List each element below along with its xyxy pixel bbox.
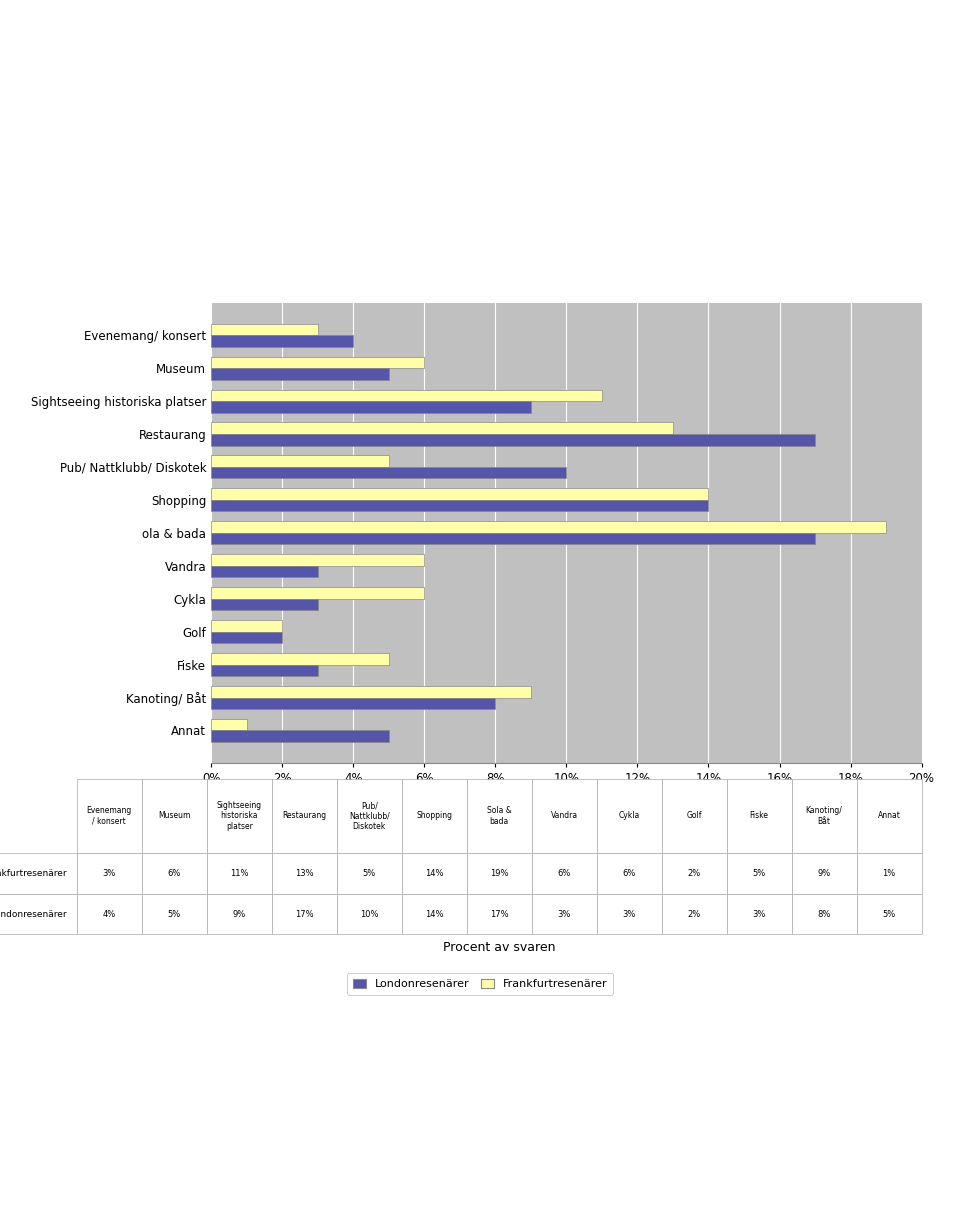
Bar <box>211 587 424 598</box>
Bar <box>211 665 318 676</box>
Bar <box>211 685 531 698</box>
Bar <box>211 335 353 346</box>
Bar <box>211 323 318 335</box>
Bar <box>211 533 815 545</box>
Bar <box>211 368 389 380</box>
Bar <box>211 698 495 710</box>
Bar <box>211 467 566 478</box>
Bar <box>211 555 424 566</box>
Bar <box>211 390 602 401</box>
Bar <box>211 521 886 533</box>
Bar <box>211 620 282 632</box>
Legend: Londonresenärer, Frankfurtresenärer: Londonresenärer, Frankfurtresenärer <box>348 974 612 994</box>
Text: Procent av svaren: Procent av svaren <box>443 941 556 954</box>
Bar <box>211 455 389 467</box>
Bar <box>211 566 318 578</box>
Bar <box>211 401 531 413</box>
Bar <box>211 653 389 665</box>
Bar <box>211 598 318 610</box>
Bar <box>211 423 673 434</box>
Bar <box>211 356 424 368</box>
Bar <box>211 488 708 500</box>
Bar <box>211 434 815 446</box>
Bar <box>211 719 247 730</box>
Bar <box>211 500 708 511</box>
Bar <box>211 632 282 643</box>
Bar <box>211 730 389 742</box>
